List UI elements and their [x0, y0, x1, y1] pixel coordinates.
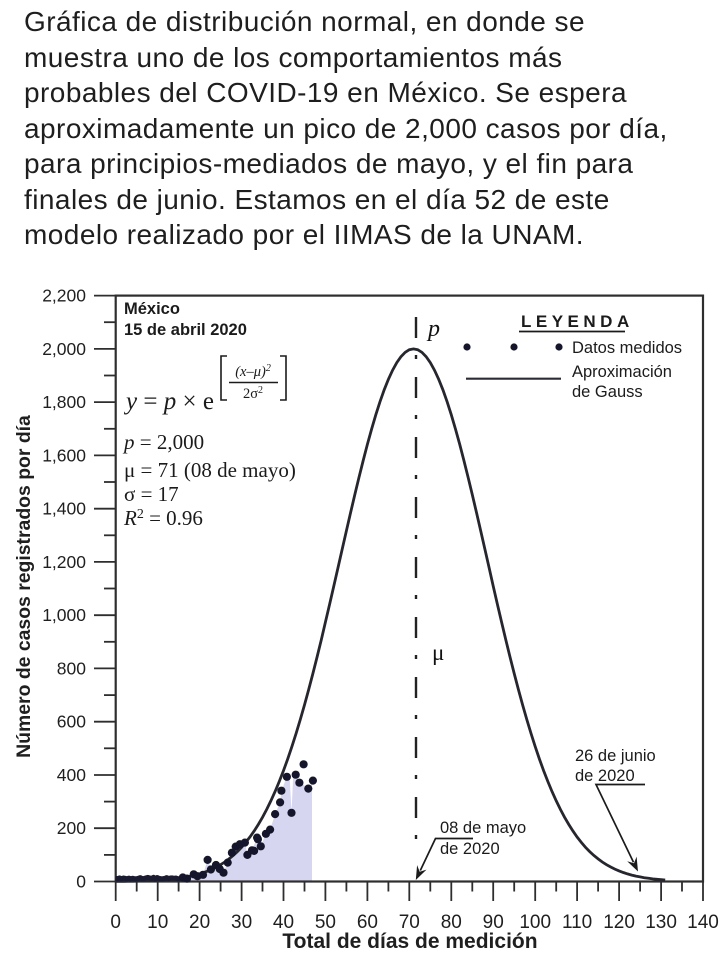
svg-text:México: México: [124, 300, 180, 318]
svg-text:60: 60: [357, 912, 378, 933]
svg-text:μ: μ: [432, 640, 444, 665]
svg-text:1,000: 1,000: [42, 605, 86, 625]
svg-text:1,400: 1,400: [42, 499, 86, 519]
svg-text:20: 20: [189, 912, 210, 933]
svg-text:80: 80: [441, 912, 462, 933]
svg-text:p: p: [426, 316, 440, 342]
svg-text:1,800: 1,800: [42, 392, 86, 412]
svg-text:0: 0: [76, 872, 86, 892]
svg-text:130: 130: [645, 912, 677, 933]
svg-text:de Gauss: de Gauss: [572, 383, 643, 401]
svg-text:400: 400: [57, 765, 86, 785]
svg-text:50: 50: [315, 912, 336, 933]
svg-text:1,600: 1,600: [42, 445, 86, 465]
svg-text:R2 = 0.96: R2 = 0.96: [123, 506, 203, 530]
svg-text:800: 800: [57, 658, 86, 678]
svg-text:40: 40: [273, 912, 294, 933]
svg-text:2σ2: 2σ2: [243, 385, 263, 402]
svg-text:110: 110: [562, 912, 592, 933]
svg-text:Aproximación: Aproximación: [572, 363, 672, 381]
svg-text:LEYENDA: LEYENDA: [521, 312, 634, 331]
svg-text:10: 10: [147, 912, 168, 933]
svg-text:(x–μ)2: (x–μ)2: [235, 363, 271, 380]
svg-text:Total de días de medición: Total de días de medición: [282, 930, 537, 953]
svg-text:de 2020: de 2020: [575, 767, 635, 785]
svg-text:de 2020: de 2020: [440, 840, 500, 858]
svg-text:26 de junio: 26 de junio: [575, 747, 656, 765]
svg-text:200: 200: [57, 818, 86, 838]
svg-text:70: 70: [399, 912, 420, 933]
svg-text:Datos medidos: Datos medidos: [572, 339, 682, 357]
svg-text:2,200: 2,200: [42, 286, 86, 306]
svg-text:p = 2,000: p = 2,000: [122, 430, 204, 454]
svg-text:0: 0: [110, 912, 121, 933]
svg-text:2,000: 2,000: [42, 339, 86, 359]
svg-text:15 de abril 2020: 15 de abril 2020: [124, 321, 247, 339]
svg-text:y = p × e: y = p × e: [123, 388, 214, 415]
svg-text:Número de casos registrados po: Número de casos registrados por día: [13, 415, 35, 758]
svg-text:120: 120: [603, 912, 635, 933]
svg-text:140: 140: [687, 912, 719, 933]
svg-text:600: 600: [57, 712, 86, 732]
svg-text:1,200: 1,200: [42, 552, 86, 572]
svg-text:σ = 17: σ = 17: [124, 482, 179, 506]
svg-text:μ = 71 (08 de mayo): μ = 71 (08 de mayo): [124, 458, 296, 482]
svg-text:30: 30: [231, 912, 252, 933]
svg-text:100: 100: [519, 912, 551, 933]
svg-text:90: 90: [483, 912, 504, 933]
svg-text:08 de mayo: 08 de mayo: [440, 819, 526, 837]
